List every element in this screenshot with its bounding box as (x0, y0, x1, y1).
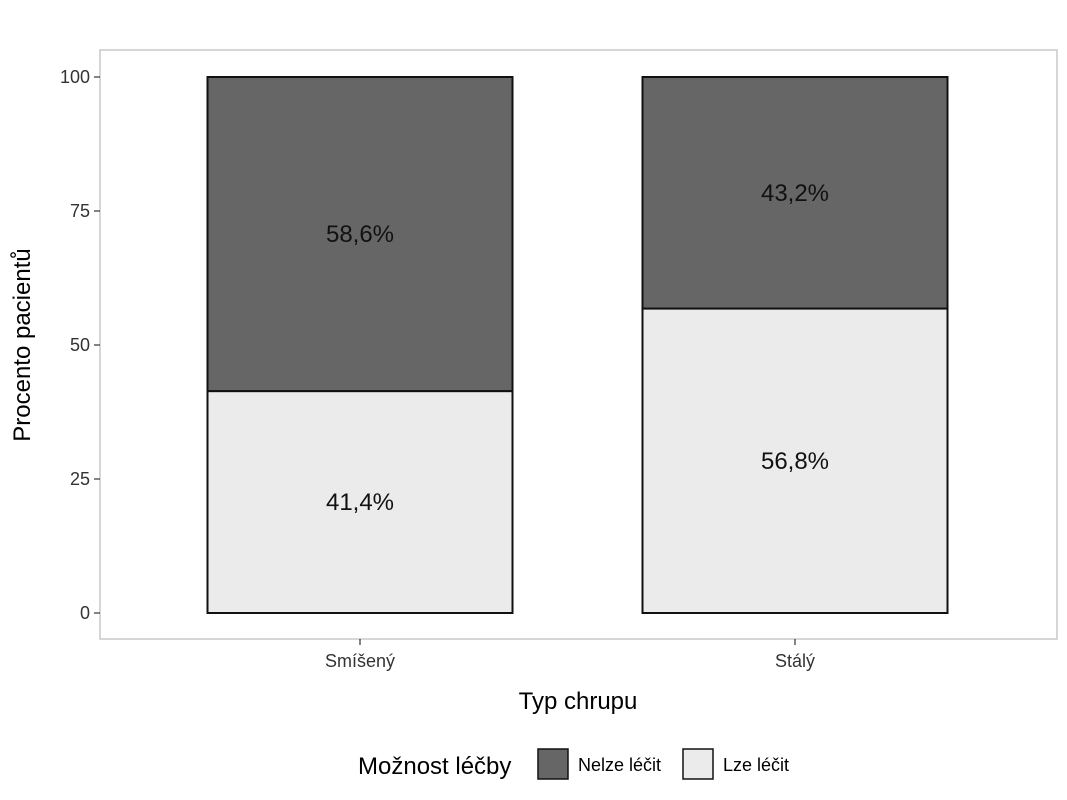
x-axis-title: Typ chrupu (519, 688, 638, 715)
y-tick-label: 75 (70, 201, 90, 221)
data-label: 43,2% (761, 180, 829, 207)
legend: Možnost léčby Nelze léčit Lze léčit (358, 748, 789, 780)
y-tick-label: 0 (80, 603, 90, 623)
bar-segment (206, 390, 514, 615)
y-tick-label: 100 (60, 67, 90, 87)
y-axis-title: Procento pacientů (9, 248, 36, 441)
legend-key (682, 748, 714, 780)
x-tick-label: Smíšený (325, 651, 395, 671)
legend-label: Nelze léčit (578, 755, 661, 775)
data-label: 56,8% (761, 448, 829, 475)
bar-segment (641, 76, 949, 310)
y-tick-label: 50 (70, 335, 90, 355)
data-label: 41,4% (326, 489, 394, 516)
y-tick-label: 25 (70, 469, 90, 489)
data-label: 58,6% (326, 221, 394, 248)
legend-key (537, 748, 569, 780)
bar-segment (206, 76, 514, 393)
x-axis: Smíšený Stálý (325, 639, 815, 671)
bar-segment (641, 307, 949, 614)
y-axis: 0 25 50 75 100 (60, 67, 100, 623)
x-tick-label: Stálý (775, 651, 815, 671)
legend-title: Možnost léčby (358, 753, 511, 780)
bars: 41,4% 58,6% 56,8% 43,2% (206, 76, 949, 615)
legend-label: Lze léčit (723, 755, 789, 775)
